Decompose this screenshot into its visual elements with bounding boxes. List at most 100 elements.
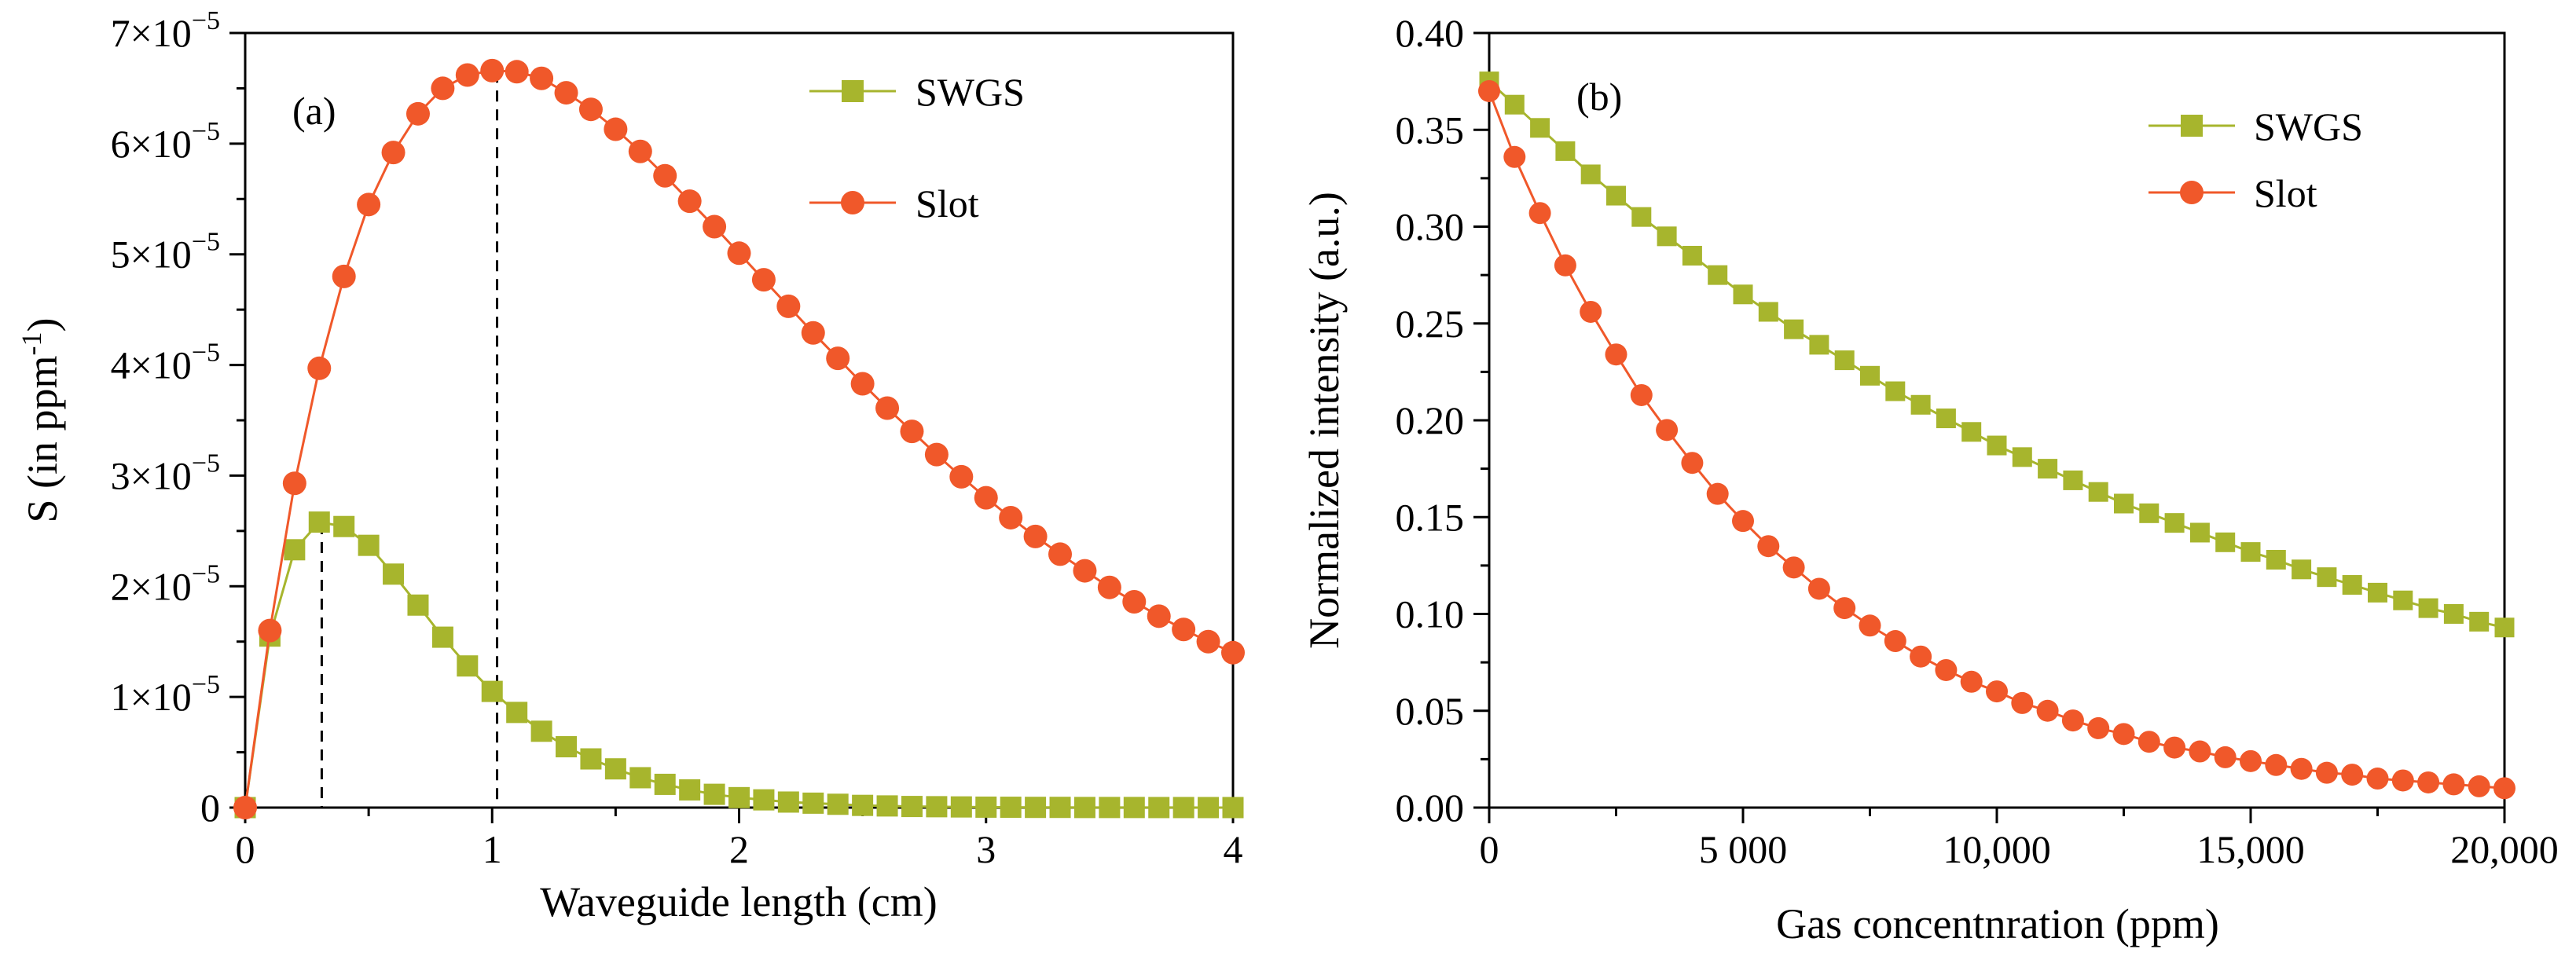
data-point-swgs bbox=[1148, 797, 1170, 819]
data-point-swgs bbox=[2292, 559, 2312, 580]
data-point-slot bbox=[1807, 577, 1830, 600]
data-point-swgs bbox=[1530, 118, 1550, 138]
data-point-slot bbox=[2417, 771, 2440, 793]
data-point-swgs bbox=[1073, 797, 1095, 819]
data-point-swgs bbox=[358, 534, 380, 556]
data-point-slot bbox=[999, 505, 1023, 529]
data-point-slot bbox=[875, 396, 900, 420]
data-point-slot bbox=[924, 442, 949, 467]
data-point-slot bbox=[628, 139, 652, 163]
data-point-swgs bbox=[2266, 549, 2286, 570]
data-point-swgs bbox=[1936, 409, 1956, 429]
data-point-slot bbox=[258, 618, 282, 643]
data-point-slot bbox=[2011, 691, 2034, 714]
data-point-swgs bbox=[2469, 611, 2490, 632]
data-point-slot bbox=[900, 420, 924, 444]
data-point-slot bbox=[2315, 761, 2338, 784]
data-point-swgs bbox=[1809, 335, 1829, 355]
data-point-slot bbox=[2366, 768, 2389, 790]
y-tick-label: 2×10−5 bbox=[111, 559, 220, 608]
x-tick-label: 15,000 bbox=[2196, 827, 2305, 871]
data-point-swgs bbox=[2114, 493, 2134, 514]
panel-a-legend: SWGS Slot bbox=[809, 70, 1025, 225]
data-point-slot bbox=[554, 81, 578, 105]
x-tick-label: 1 bbox=[483, 827, 502, 871]
data-point-swgs bbox=[1910, 394, 1931, 415]
data-point-slot bbox=[1503, 145, 1526, 168]
panel-a-legend-slot-text: Slot bbox=[916, 181, 979, 225]
panel-a-annotations bbox=[320, 71, 499, 808]
data-point-slot bbox=[1833, 597, 1856, 620]
panel-b-tick-labels: 0 5 000 10,000 15,000 20,000 0.00 0.05 0.10 0.15… bbox=[1396, 11, 2559, 871]
data-point-swgs bbox=[876, 795, 898, 817]
data-point-slot bbox=[1073, 559, 1097, 583]
data-point-swgs bbox=[2342, 575, 2362, 595]
panel-b-x-axis-label: Gas concentnration (ppm) bbox=[1776, 900, 2219, 947]
data-point-slot bbox=[1528, 202, 1551, 225]
data-point-swgs bbox=[1000, 797, 1022, 819]
data-point-swgs bbox=[777, 791, 799, 813]
data-point-slot bbox=[332, 264, 356, 288]
data-point-slot bbox=[1732, 510, 1754, 533]
data-point-swgs bbox=[950, 796, 972, 818]
data-point-slot bbox=[604, 117, 628, 141]
data-point-swgs bbox=[1834, 350, 1855, 371]
x-tick-label: 3 bbox=[976, 827, 996, 871]
data-point-slot bbox=[2137, 731, 2160, 753]
data-point-swgs bbox=[2164, 513, 2185, 533]
data-point-slot bbox=[801, 321, 825, 345]
data-point-swgs bbox=[1580, 164, 1601, 185]
data-point-swgs bbox=[506, 702, 528, 724]
panel-b-legend: SWGS Slot bbox=[2149, 104, 2363, 215]
series-slot bbox=[1478, 79, 2515, 800]
data-point-swgs bbox=[2494, 617, 2515, 638]
y-tick-label: 0.00 bbox=[1396, 786, 1465, 830]
panel-a-label: (a) bbox=[292, 89, 336, 133]
y-tick-label: 0.30 bbox=[1396, 205, 1465, 249]
data-point-slot bbox=[2341, 764, 2364, 786]
data-point-swgs bbox=[827, 793, 849, 815]
data-point-swgs bbox=[2063, 470, 2083, 490]
y-tick-label: 7×10−5 bbox=[111, 6, 220, 55]
data-point-slot bbox=[653, 163, 677, 188]
data-point-slot bbox=[1605, 343, 1627, 366]
y-tick-label: 0.20 bbox=[1396, 398, 1465, 442]
data-point-swgs bbox=[2443, 604, 2464, 624]
y-tick-label: 0.05 bbox=[1396, 689, 1465, 733]
data-point-swgs bbox=[1049, 797, 1071, 819]
series-slot bbox=[233, 58, 1245, 819]
data-point-slot bbox=[1706, 482, 1729, 505]
data-point-swgs bbox=[679, 779, 701, 801]
data-point-slot bbox=[2214, 746, 2237, 768]
data-point-swgs bbox=[2317, 567, 2337, 588]
series-line-swgs bbox=[1488, 80, 2505, 629]
data-point-slot bbox=[1884, 630, 1906, 653]
data-point-swgs bbox=[1172, 797, 1194, 819]
data-point-slot bbox=[2240, 749, 2262, 772]
data-point-swgs bbox=[457, 655, 479, 677]
data-point-slot bbox=[2290, 757, 2313, 780]
data-point-slot bbox=[949, 464, 974, 489]
panel-b: 0 5 000 10,000 15,000 20,000 0.00 0.05 0.10 0.15… bbox=[1301, 11, 2559, 947]
y-tick-label: 1×10−5 bbox=[111, 670, 220, 719]
data-point-swgs bbox=[1025, 797, 1047, 819]
data-point-slot bbox=[974, 485, 998, 510]
data-point-slot bbox=[2036, 699, 2059, 722]
data-point-slot bbox=[530, 66, 554, 90]
data-point-slot bbox=[2087, 716, 2110, 739]
data-point-slot bbox=[2112, 723, 2135, 746]
data-point-swgs bbox=[1758, 302, 1778, 322]
data-point-slot bbox=[1097, 575, 1121, 599]
y-tick-label: 0.40 bbox=[1396, 11, 1465, 55]
panel-b-y-axis-label: Normalized intensity (a.u.) bbox=[1301, 192, 1348, 649]
data-point-slot bbox=[1935, 658, 1958, 681]
data-point-slot bbox=[727, 241, 751, 266]
y-tick-label: 0.15 bbox=[1396, 495, 1465, 539]
data-point-swgs bbox=[2139, 503, 2160, 523]
data-point-slot bbox=[2061, 709, 2084, 732]
panel-b-ticks bbox=[1473, 31, 2506, 823]
data-point-slot bbox=[1147, 604, 1171, 628]
series-line-slot bbox=[244, 69, 1234, 808]
data-point-slot bbox=[431, 76, 455, 101]
x-tick-label: 20,000 bbox=[2450, 827, 2559, 871]
